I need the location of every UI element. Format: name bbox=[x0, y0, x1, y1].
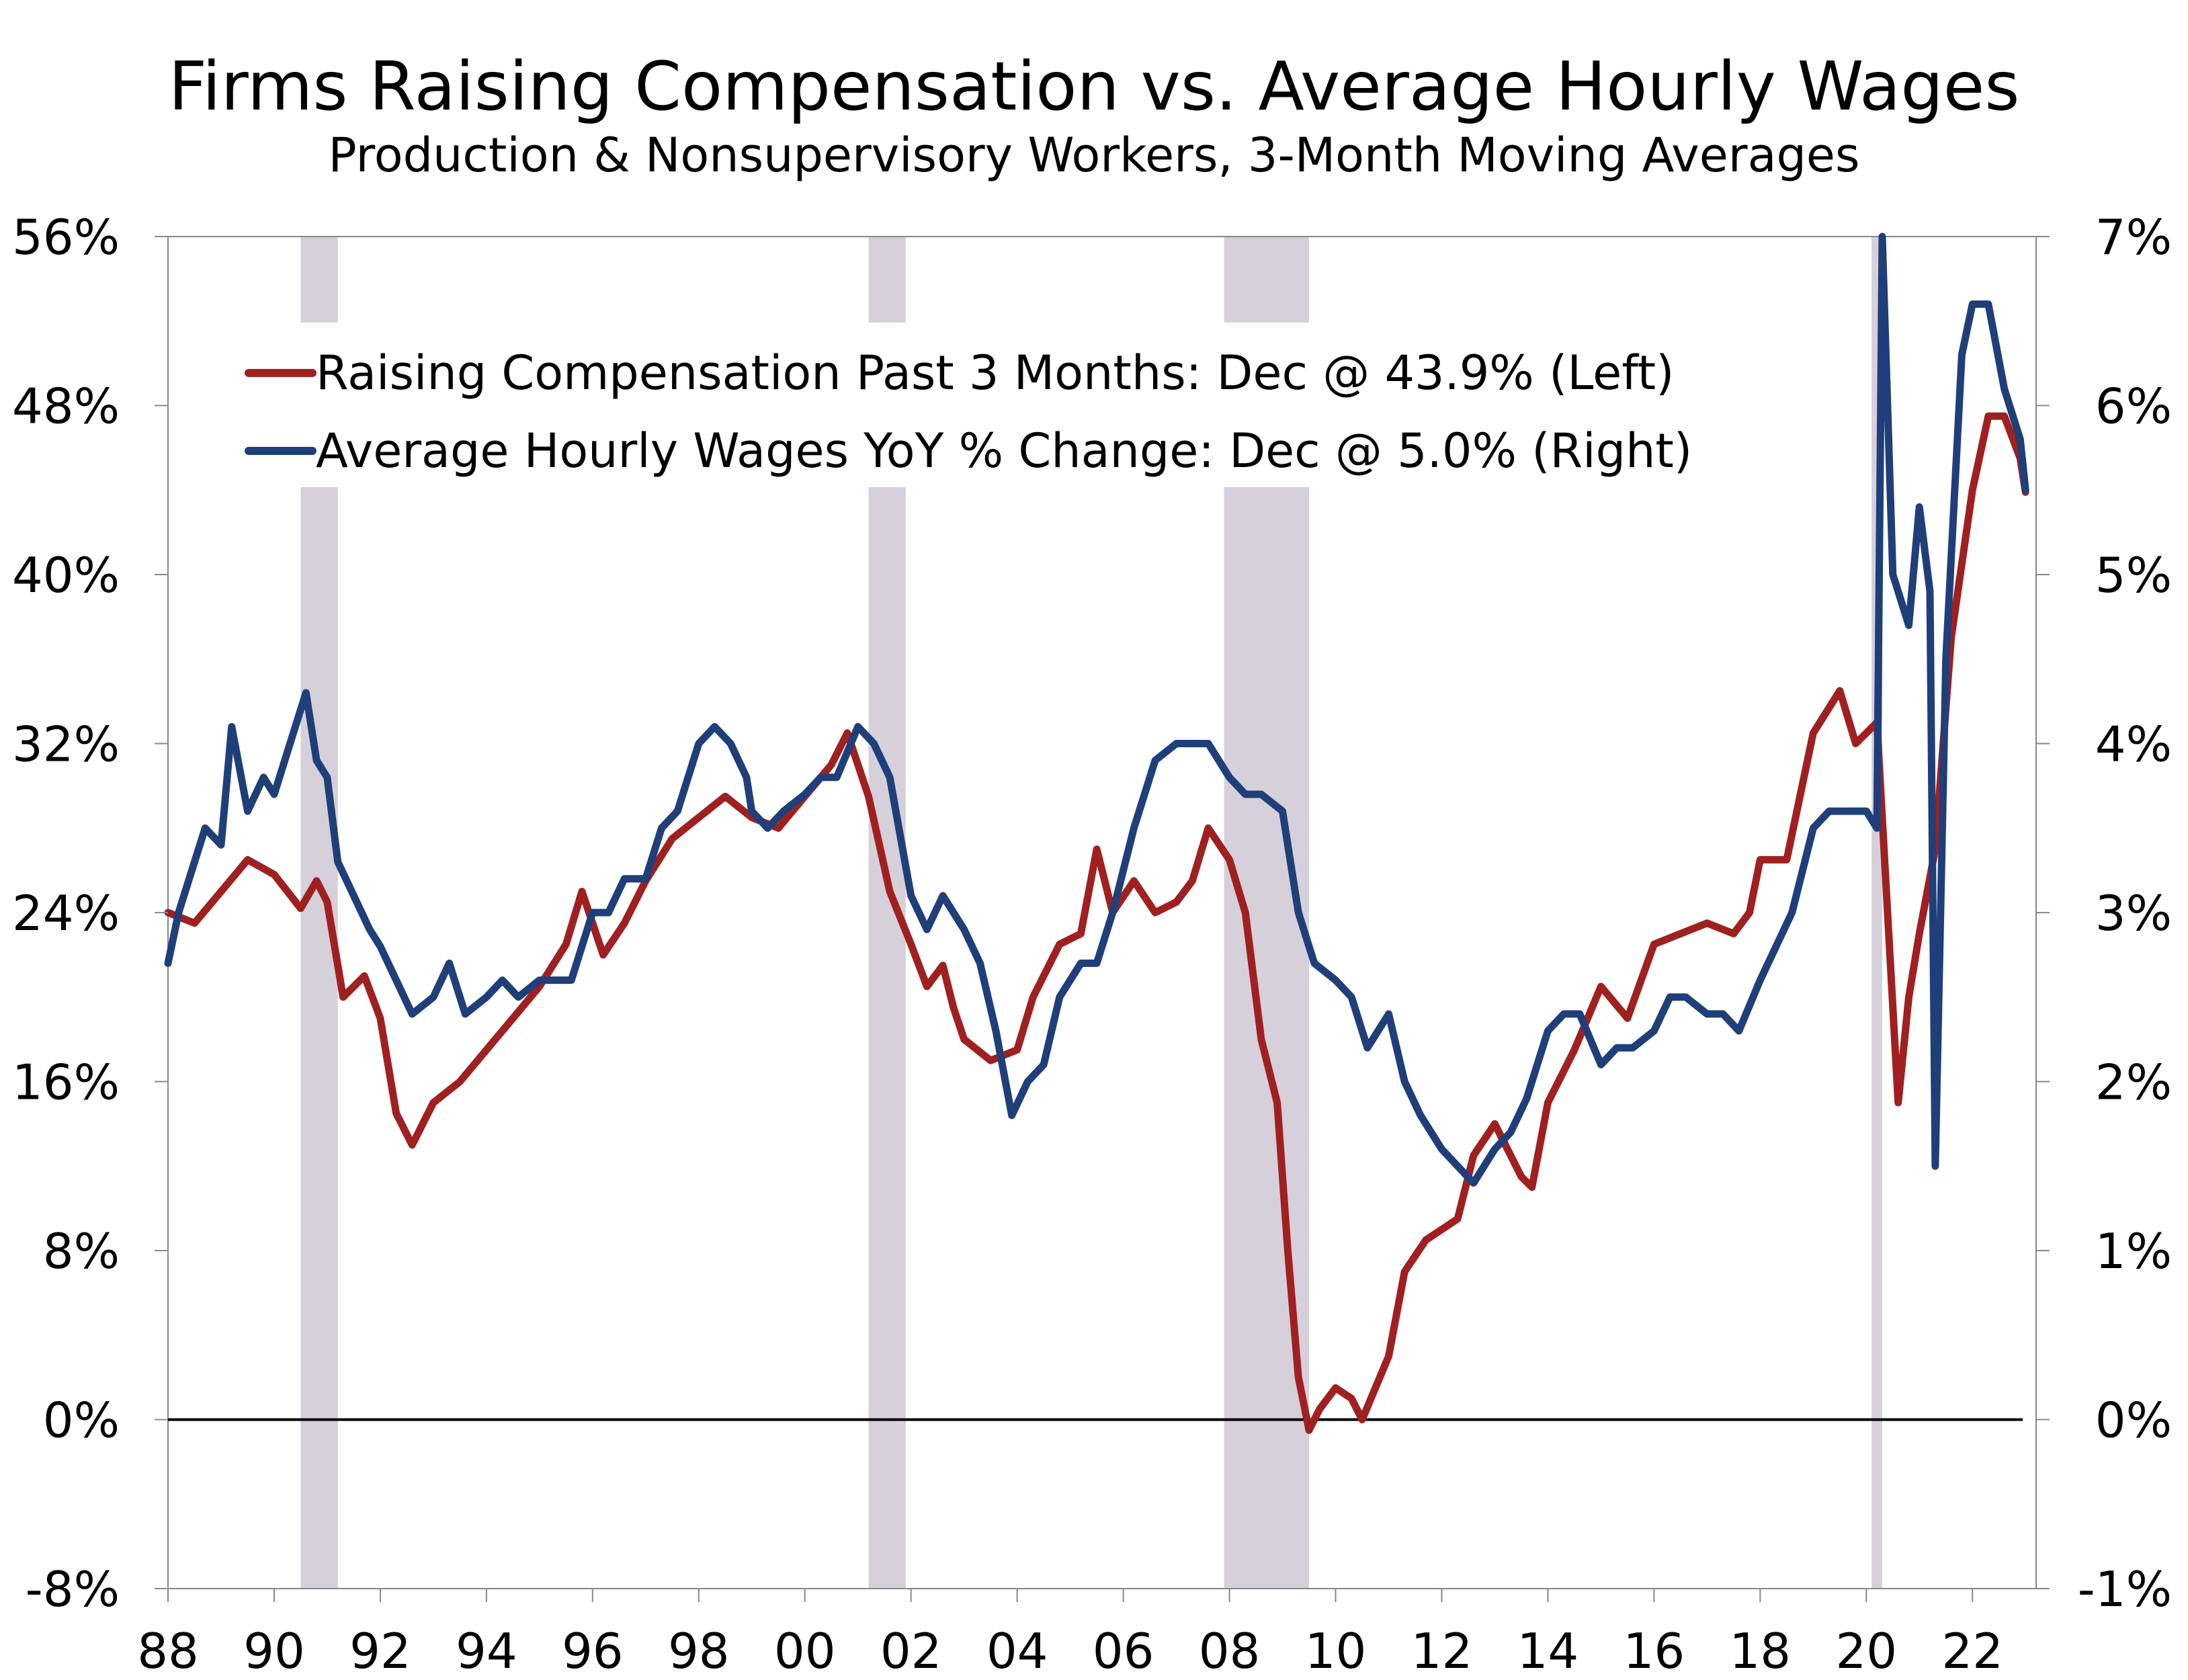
series-line-average-hourly-wages bbox=[164, 233, 2029, 1187]
y-right-tick-label: 1% bbox=[2095, 1223, 2172, 1279]
y-left-tick-label: 24% bbox=[12, 885, 120, 941]
y-left-tick-label: 8% bbox=[43, 1223, 120, 1279]
x-tick-label: 18 bbox=[1730, 1623, 1792, 1679]
x-tick-label: 04 bbox=[986, 1623, 1048, 1679]
y-left-tick-label: 16% bbox=[12, 1054, 120, 1111]
x-tick-label: 88 bbox=[137, 1623, 199, 1679]
y-right-tick-label: -1% bbox=[2078, 1561, 2172, 1618]
y-left-tick-label: 32% bbox=[12, 716, 120, 773]
y-left-tick-label: 56% bbox=[12, 209, 120, 265]
series-line-raising-compensation bbox=[164, 412, 2029, 1434]
y-right-tick-label: 0% bbox=[2095, 1392, 2172, 1449]
x-tick-label: 12 bbox=[1411, 1623, 1473, 1679]
x-tick-label: 22 bbox=[1941, 1623, 2003, 1679]
legend-label-2: Average Hourly Wages YoY % Change: Dec @… bbox=[316, 423, 1692, 478]
y-right-tick-label: 3% bbox=[2095, 885, 2172, 941]
y-left-tick-label: 40% bbox=[12, 547, 120, 603]
x-tick-label: 10 bbox=[1305, 1623, 1367, 1679]
y-right-tick-label: 7% bbox=[2095, 209, 2172, 265]
legend: Raising Compensation Past 3 Months: Dec … bbox=[228, 323, 1855, 487]
x-tick-label: 20 bbox=[1835, 1623, 1897, 1679]
x-tick-label: 98 bbox=[668, 1623, 730, 1679]
x-tick-label: 96 bbox=[562, 1623, 624, 1679]
x-tick-label: 92 bbox=[349, 1623, 411, 1679]
y-right-tick-label: 4% bbox=[2095, 716, 2172, 773]
x-tick-label: 94 bbox=[456, 1623, 517, 1679]
chart-title: Firms Raising Compensation vs. Average H… bbox=[168, 47, 2020, 126]
legend-label-1: Raising Compensation Past 3 Months: Dec … bbox=[316, 345, 1674, 401]
chart-subtitle: Production & Nonsupervisory Workers, 3-M… bbox=[328, 128, 1860, 183]
y-right-tick-label: 2% bbox=[2095, 1054, 2172, 1111]
legend-background bbox=[228, 323, 1855, 487]
y-left-tick-label: 48% bbox=[12, 378, 120, 435]
x-tick-label: 90 bbox=[243, 1623, 305, 1679]
y-left-tick-label: -8% bbox=[26, 1561, 120, 1618]
y-left-tick-label: 0% bbox=[43, 1392, 120, 1449]
x-tick-label: 02 bbox=[880, 1623, 942, 1679]
series-lines bbox=[164, 233, 2029, 1434]
x-tick-label: 08 bbox=[1199, 1623, 1261, 1679]
axes: -8% 0% 8% 16% 24% 32% 40% 48% 56% -1% 0% 1% 2% 3% 4% 5%… bbox=[12, 209, 2172, 1679]
y-right-tick-label: 5% bbox=[2095, 547, 2172, 603]
x-tick-label: 06 bbox=[1093, 1623, 1154, 1679]
x-tick-label: 16 bbox=[1624, 1623, 1685, 1679]
x-tick-label: 14 bbox=[1517, 1623, 1579, 1679]
x-tick-label: 00 bbox=[774, 1623, 836, 1679]
y-right-tick-label: 6% bbox=[2095, 378, 2172, 435]
